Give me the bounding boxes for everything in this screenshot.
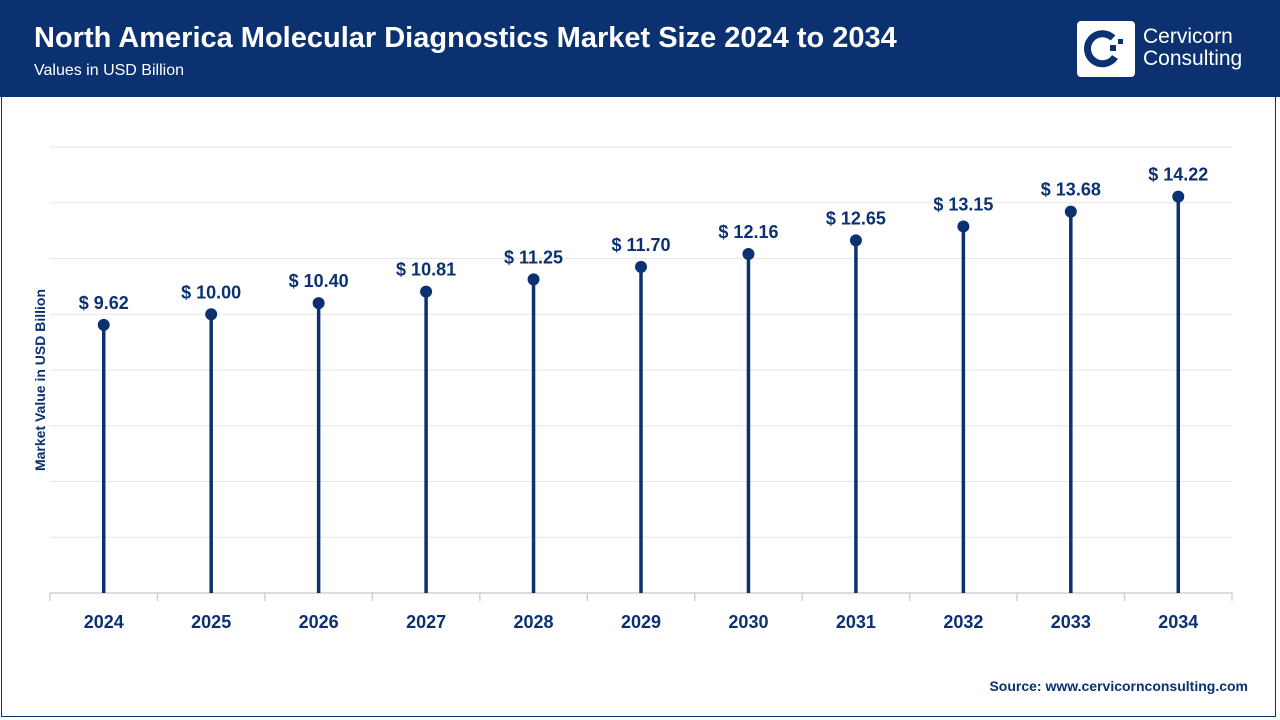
lollipop-dot (742, 248, 755, 261)
x-tick-label: 2030 (728, 612, 768, 632)
lollipop-dot (205, 308, 218, 321)
chart-subtitle: Values in USD Billion (34, 62, 184, 79)
lollipop-dot (420, 285, 433, 298)
data-label: $ 11.70 (611, 235, 670, 255)
x-tick-label: 2031 (836, 612, 876, 632)
x-tick-label: 2024 (84, 612, 124, 632)
x-tick-label: 2032 (943, 612, 983, 632)
data-label: $ 10.40 (289, 271, 349, 291)
data-label: $ 9.62 (79, 293, 129, 313)
logo-line1: Cervicorn (1143, 25, 1233, 48)
chart-title: North America Molecular Diagnostics Mark… (34, 22, 897, 54)
logo-text: Cervicorn Consulting (1143, 26, 1242, 70)
x-tick-label: 2025 (191, 612, 231, 632)
data-label: $ 10.00 (181, 282, 241, 302)
lollipop-dot (1172, 190, 1185, 203)
lollipop-dot (849, 234, 862, 247)
x-tick-label: 2026 (299, 612, 339, 632)
x-tick-label: 2028 (514, 612, 554, 632)
data-label: $ 13.15 (933, 194, 993, 214)
lollipop-dot (957, 220, 970, 233)
data-label: $ 12.16 (718, 222, 778, 242)
lollipop-dot (527, 273, 540, 286)
data-label: $ 12.65 (826, 208, 886, 228)
logo-line2: Consulting (1143, 47, 1243, 70)
data-label: $ 11.25 (504, 247, 563, 267)
x-tick-label: 2033 (1051, 612, 1091, 632)
data-label: $ 10.81 (396, 260, 456, 280)
y-axis-label: Market Value in USD Billion (32, 288, 48, 472)
x-tick-label: 2029 (621, 612, 661, 632)
lollipop-dot (1064, 205, 1077, 218)
data-label: $ 13.68 (1041, 180, 1101, 200)
x-tick-label: 2034 (1158, 612, 1198, 632)
lollipop-dot (312, 297, 325, 310)
data-label: $ 14.22 (1148, 165, 1208, 185)
source-text: Source: www.cervicornconsulting.com (989, 678, 1248, 694)
logo-icon (1077, 21, 1135, 77)
chart-frame (1, 97, 1276, 717)
x-tick-label: 2027 (406, 612, 446, 632)
lollipop-dot (97, 318, 110, 331)
lollipop-dot (635, 260, 647, 273)
header: North America Molecular Diagnostics Mark… (0, 0, 1280, 97)
